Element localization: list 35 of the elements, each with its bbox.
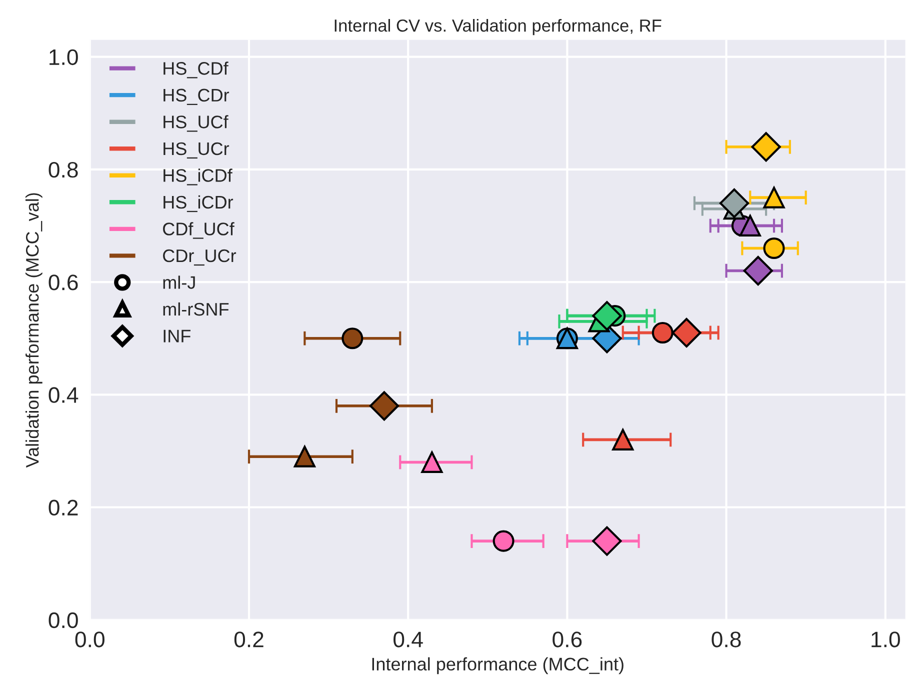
annotation: ml-rSNF [163, 302, 229, 316]
annotation: ml-J [163, 276, 195, 289]
y-tick-label: 0.6 [48, 274, 78, 290]
point [612, 428, 634, 450]
point [294, 446, 316, 468]
legend-label: HS_iCDr [164, 195, 234, 212]
y-tick-label: 0.2 [48, 500, 78, 516]
legend-label: HS_CDf [164, 62, 228, 78]
x-tick-label: 0.4 [394, 632, 423, 648]
point [342, 328, 364, 350]
x-tick-label: 0.6 [552, 632, 582, 648]
legend-label: HS_UCr [164, 142, 230, 159]
point [421, 451, 443, 473]
point [492, 530, 514, 552]
y-tick-label: 1.0 [50, 49, 78, 66]
x-tick-label: 1.0 [872, 632, 900, 648]
y-tick-label: 0.0 [48, 612, 78, 628]
x-tick-label: 0.0 [75, 632, 104, 648]
y-tick-label: 0.4 [48, 387, 78, 403]
x-axis-title: Internal performance (MCC_int) [372, 657, 624, 674]
point [739, 214, 761, 236]
point [763, 237, 785, 260]
point [652, 322, 674, 344]
annotation: INF [164, 330, 190, 342]
legend-label: CDf_UCf [163, 222, 234, 239]
legend-label: HS_UCf [164, 115, 228, 132]
x-tick-label: 0.8 [712, 632, 741, 648]
point [763, 186, 785, 208]
x-tick-label: 0.2 [234, 632, 264, 648]
legend-label: HS_CDr [164, 88, 230, 106]
y-tick-label: 0.8 [48, 162, 78, 178]
legend-label: CDr_UCr [163, 249, 236, 266]
y-axis-title: Validation performance (MCC_val) [26, 193, 42, 468]
chart-title: Internal CV vs. Validation performance, RF [334, 18, 662, 36]
legend-label: HS_iCDf [164, 168, 232, 186]
